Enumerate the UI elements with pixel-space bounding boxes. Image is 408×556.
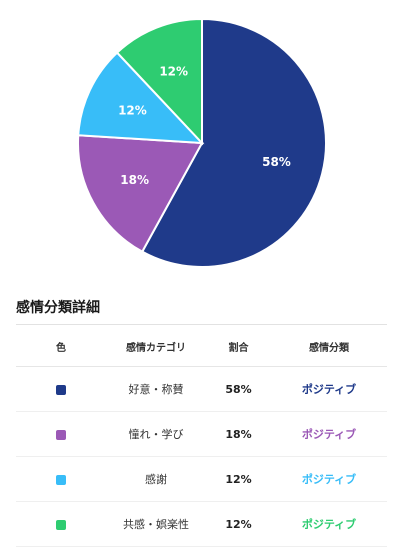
color-swatch: [56, 474, 66, 485]
pie-slice: [77, 51, 205, 145]
table-row: 好意・称賛 58% ポジティブ: [16, 366, 387, 412]
color-swatch: [56, 519, 66, 530]
color-swatch: [56, 384, 66, 395]
classification-cell: ポジティブ: [271, 501, 387, 547]
emotion-table: 色 感情カテゴリ 割合 感情分類 好意・称賛 58% ポジティブ 憧れ・学び 1…: [16, 326, 387, 547]
table-row: 憧れ・学び 18% ポジティブ: [16, 411, 387, 457]
classification-cell: ポジティブ: [271, 456, 387, 502]
slice-label: 58%: [262, 155, 291, 169]
slice-label: 18%: [120, 173, 149, 187]
ratio-cell: 12%: [206, 456, 271, 502]
slice-label: 12%: [159, 65, 188, 79]
header-classification: 感情分類: [271, 326, 387, 367]
ratio-cell: 12%: [206, 501, 271, 547]
category-cell: 共感・娯楽性: [106, 501, 206, 547]
table-header-row: 色 感情カテゴリ 割合 感情分類: [16, 326, 387, 367]
divider: [16, 324, 387, 325]
header-ratio: 割合: [206, 326, 271, 367]
slice-label: 12%: [118, 103, 147, 117]
table-row: 共感・娯楽性 12% ポジティブ: [16, 501, 387, 547]
classification-cell: ポジティブ: [271, 411, 387, 457]
category-cell: 感謝: [106, 456, 206, 502]
ratio-cell: 18%: [206, 411, 271, 457]
pie-slice: [115, 17, 203, 146]
header-color: 色: [16, 326, 106, 367]
header-category: 感情カテゴリ: [106, 326, 206, 367]
table-row: 感謝 12% ポジティブ: [16, 456, 387, 502]
pie-slice: [140, 17, 327, 268]
classification-cell: ポジティブ: [271, 366, 387, 412]
pie-slice: [77, 134, 204, 254]
color-swatch: [56, 429, 66, 440]
category-cell: 好意・称賛: [106, 366, 206, 412]
category-cell: 憧れ・学び: [106, 411, 206, 457]
ratio-cell: 58%: [206, 366, 271, 412]
section-title: 感情分類詳細: [16, 300, 100, 316]
pie-chart: 58% 18% 12% 12%: [77, 17, 327, 268]
